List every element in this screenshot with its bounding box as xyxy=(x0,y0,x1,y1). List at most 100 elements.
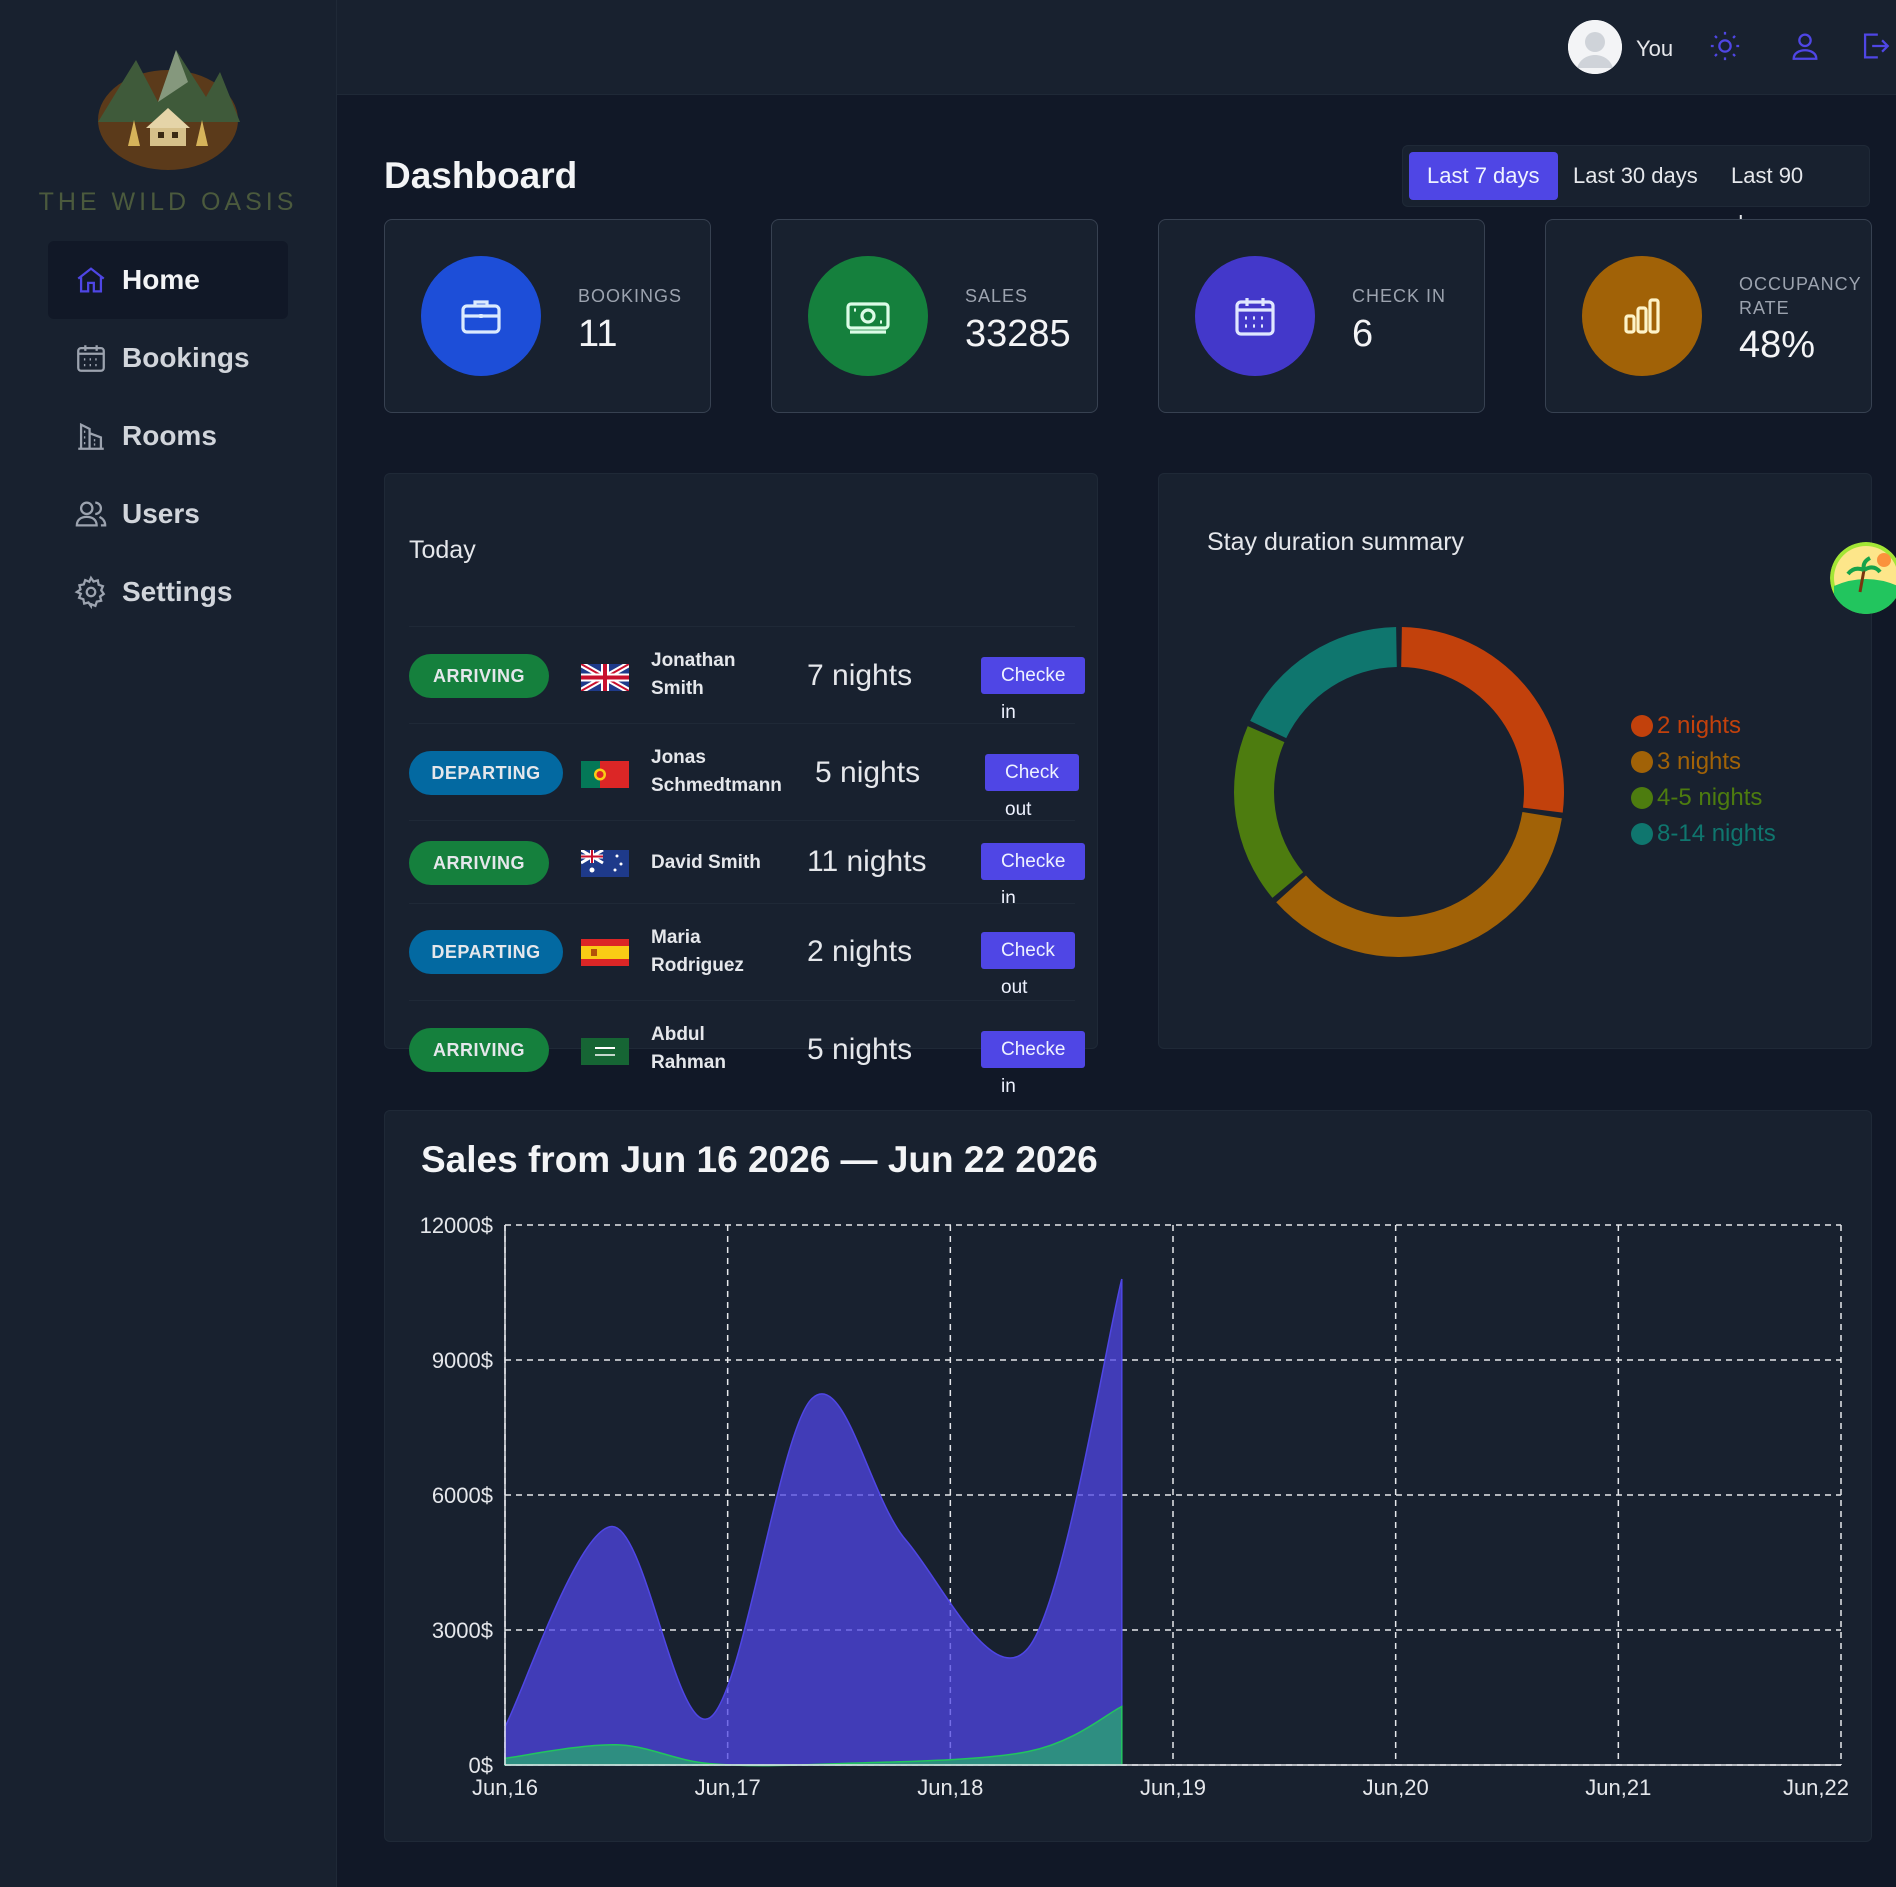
user-icon[interactable] xyxy=(1788,29,1822,63)
stat-value: 11 xyxy=(578,313,618,355)
sidebar-item-label: Rooms xyxy=(122,420,217,451)
sidebar-item-label: Users xyxy=(122,498,200,529)
flag-sa-icon xyxy=(581,1038,629,1065)
nights-count: 2 nights xyxy=(807,935,913,968)
check-in-button[interactable]: Checke in xyxy=(981,843,1086,909)
flag-es-icon xyxy=(581,939,629,966)
duration-legend: 2 nights 3 nights 4-5 nights 8-14 nights xyxy=(1631,708,1776,852)
x-tick-label: Jun,16 xyxy=(472,1775,538,1800)
sidebar-item-home[interactable]: Home xyxy=(48,241,288,319)
top-bar xyxy=(337,0,1896,95)
sidebar-item-settings[interactable]: Settings xyxy=(48,553,288,631)
island-badge-icon[interactable] xyxy=(1830,542,1896,614)
nights-count: 11 nights xyxy=(807,845,927,878)
legend-label: 4-5 nights xyxy=(1657,784,1763,811)
y-tick-label: 0$ xyxy=(469,1753,493,1778)
stat-sales: SALES 33285 xyxy=(771,219,1098,413)
status-badge: ARRIVING xyxy=(409,1028,549,1072)
bar-chart-icon xyxy=(1624,298,1660,334)
stat-icon-circle xyxy=(1582,256,1702,376)
users-icon xyxy=(75,501,107,527)
flag-gb-icon xyxy=(581,664,629,691)
stat-icon-circle xyxy=(808,256,928,376)
check-in-button[interactable]: Checke in xyxy=(981,1031,1086,1097)
legend-label: 2 nights xyxy=(1657,712,1742,739)
avatar[interactable] xyxy=(1568,20,1622,74)
legend-dot xyxy=(1631,751,1653,773)
check-in-button[interactable]: Checke in xyxy=(981,657,1086,723)
sales-chart-title: Sales from Jun 16 2026 — Jun 22 2026 xyxy=(421,1139,1098,1180)
stat-label: BOOKINGS xyxy=(578,286,683,306)
sidebar-item-rooms[interactable]: Rooms xyxy=(48,397,288,475)
duration-title: Stay duration summary xyxy=(1207,528,1465,556)
list-item: ARRIVING Jonathan Smith 7 nights Checke … xyxy=(409,626,1086,723)
gear-icon xyxy=(74,575,106,609)
guest-name: Jonathan Smith xyxy=(651,650,736,699)
donut-slice xyxy=(1234,726,1304,898)
nights-count: 5 nights xyxy=(815,756,921,789)
brand-name: THE WILD OASIS xyxy=(38,188,298,216)
list-item: DEPARTING Jonas Schmedtmann 5 nights Che… xyxy=(409,723,1079,820)
stat-label: OCCUPANCY RATE xyxy=(1739,274,1862,318)
sales-area-series xyxy=(504,1278,1123,1766)
date-filter: Last 7 days Last 30 days Last 90 days xyxy=(1402,145,1870,236)
legend-dot xyxy=(1631,787,1653,809)
sidebar-item-bookings[interactable]: Bookings xyxy=(48,319,288,397)
check-out-button[interactable]: Check out xyxy=(985,754,1079,820)
sidebar-item-label: Home xyxy=(122,264,200,295)
donut-slice xyxy=(1401,627,1564,813)
flag-au-icon xyxy=(581,850,629,877)
today-title: Today xyxy=(409,536,476,564)
sidebar-nav: Home Bookings Rooms Users Settings xyxy=(48,241,288,631)
y-tick-label: 6000$ xyxy=(432,1483,493,1508)
sidebar-item-label: Bookings xyxy=(122,342,250,373)
sidebar-item-label: Settings xyxy=(122,576,233,607)
filter-last-7-days[interactable]: Last 7 days xyxy=(1409,152,1558,200)
legend-dot xyxy=(1631,715,1653,737)
nights-count: 7 nights xyxy=(807,659,913,692)
sidebar-item-users[interactable]: Users xyxy=(48,475,288,553)
stat-icon-circle xyxy=(421,256,541,376)
x-tick-label: Jun,18 xyxy=(917,1775,983,1800)
brand-logo xyxy=(98,50,240,170)
logout-icon[interactable] xyxy=(1858,29,1892,63)
legend-dot xyxy=(1631,823,1653,845)
donut-slice xyxy=(1276,811,1562,957)
filter-last-30-days[interactable]: Last 30 days xyxy=(1573,163,1698,188)
y-tick-label: 9000$ xyxy=(432,1348,493,1373)
chart-grid xyxy=(504,1224,1842,1766)
list-item: DEPARTING Maria Rodriguez 2 nights Check… xyxy=(409,903,1075,1000)
sales-panel: Sales from Jun 16 2026 — Jun 22 2026 0$ 3… xyxy=(384,1110,1872,1842)
legend-item: 3 nights xyxy=(1631,744,1776,780)
status-badge: ARRIVING xyxy=(409,841,549,885)
stay-duration-panel: Stay duration summary 2 nights 3 nights … xyxy=(1158,473,1872,1049)
check-out-button[interactable]: Check out xyxy=(981,932,1075,998)
filter-last-90-days[interactable]: Last 90 days xyxy=(1731,163,1804,236)
banknotes-icon xyxy=(846,302,890,334)
legend-label: 8-14 nights xyxy=(1657,820,1776,847)
x-tick-label: Jun,22 xyxy=(1783,1775,1849,1800)
stat-occupancy: OCCUPANCY RATE 48% xyxy=(1545,219,1872,413)
y-tick-label: 12000$ xyxy=(420,1213,493,1238)
calendar-icon xyxy=(1235,298,1275,336)
y-tick-label: 3000$ xyxy=(432,1618,493,1643)
stat-bookings: BOOKINGS 11 xyxy=(384,219,711,413)
guest-name: Maria Rodriguez xyxy=(651,927,744,976)
list-item: ARRIVING David Smith 11 nights Checke in xyxy=(409,820,1086,909)
stat-value: 6 xyxy=(1352,313,1374,355)
list-item: ARRIVING Abdul Rahman 5 nights Checke in xyxy=(409,1000,1086,1097)
status-badge: ARRIVING xyxy=(409,654,549,698)
legend-item: 2 nights xyxy=(1631,708,1776,744)
legend-item: 8-14 nights xyxy=(1631,816,1776,852)
sun-icon[interactable] xyxy=(1708,29,1742,63)
home-icon xyxy=(77,267,105,293)
stat-label: CHECK IN xyxy=(1352,286,1447,306)
nights-count: 5 nights xyxy=(807,1033,913,1066)
legend-item: 4-5 nights xyxy=(1631,780,1776,816)
x-tick-label: Jun,21 xyxy=(1585,1775,1651,1800)
x-tick-label: Jun,19 xyxy=(1140,1775,1206,1800)
stat-value: 48% xyxy=(1739,324,1816,366)
donut-slice xyxy=(1250,627,1397,739)
stat-check-in: CHECK IN 6 xyxy=(1158,219,1485,413)
guest-name: David Smith xyxy=(651,852,761,873)
